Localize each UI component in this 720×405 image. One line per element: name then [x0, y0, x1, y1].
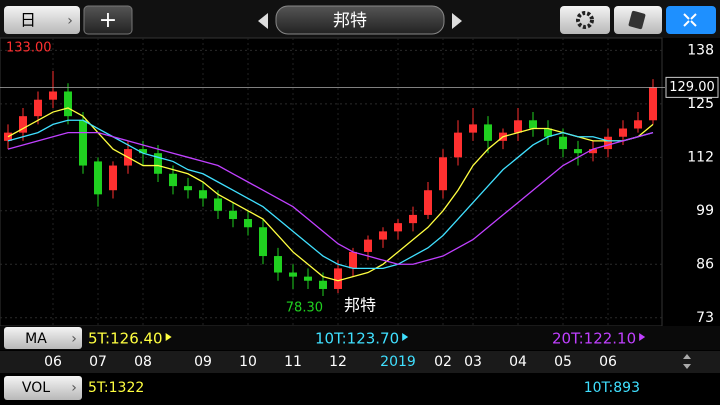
candle-body: [304, 276, 312, 281]
x-tick-label: 08: [134, 354, 152, 370]
candle-body: [544, 128, 552, 137]
chevron: ›: [71, 380, 77, 396]
legend-flag: [639, 333, 646, 341]
candle-body: [454, 132, 462, 158]
x-tick-label: 07: [89, 354, 107, 370]
candle-body: [34, 99, 42, 117]
candle-body: [169, 173, 177, 187]
settings-button[interactable]: [560, 6, 610, 34]
candle-body: [634, 120, 642, 129]
x-tick-label: 12: [329, 354, 347, 370]
stock-selector[interactable]: [275, 5, 445, 35]
candle-body: [619, 128, 627, 137]
candle-body: [19, 116, 27, 133]
ma-line: [7, 107, 654, 282]
rotate-icon: [628, 10, 646, 30]
candle-body: [229, 210, 237, 220]
candle-body: [424, 190, 432, 215]
last-price-tag: [665, 76, 719, 98]
vol-label: VOL: [22, 380, 50, 396]
candle-body: [604, 136, 612, 150]
add-button[interactable]: [83, 5, 133, 35]
legend-flag: [402, 333, 409, 341]
candle-body: [379, 231, 387, 240]
vol-item: 5T:1322: [88, 380, 144, 396]
x-tick-label: 09: [194, 354, 212, 370]
period-button[interactable]: [4, 6, 80, 34]
period-label: 日: [20, 11, 36, 30]
x-tick-label: 06: [599, 354, 617, 370]
candle-body: [244, 219, 252, 228]
candle-body: [184, 186, 192, 191]
x-tick-label: 05: [554, 354, 572, 370]
candle-body: [289, 272, 297, 277]
fullscreen-button[interactable]: [666, 6, 716, 34]
gear-icon: [576, 11, 594, 29]
candle-body: [139, 149, 147, 154]
add-label: +: [99, 8, 117, 33]
candle-body: [649, 87, 657, 121]
candle-body: [79, 120, 87, 166]
candle-body: [559, 136, 567, 150]
legend-entry: 5T:126.40: [88, 330, 163, 348]
candle-body: [199, 190, 207, 199]
chevron: ›: [71, 331, 77, 347]
ma-button[interactable]: [4, 327, 82, 349]
candle-body: [529, 120, 537, 129]
scroll-arrows[interactable]: [683, 354, 691, 369]
vol-button[interactable]: [4, 376, 82, 400]
ma-bar: [0, 326, 720, 350]
fullscreen-icon: [683, 13, 697, 27]
watermark: 邦特: [344, 296, 376, 315]
candle-body: [274, 256, 282, 273]
legend-flag: [165, 333, 172, 341]
x-tick-label: 06: [44, 354, 62, 370]
candle-body: [64, 91, 72, 117]
vol-item: 10T:893: [584, 380, 640, 396]
legend-entry: 20T:122.10: [552, 330, 636, 348]
last-price-label: 129.00: [669, 80, 715, 95]
candle-body: [364, 239, 372, 252]
stock-name: 邦特: [333, 11, 367, 31]
candle-body: [154, 153, 162, 174]
x-tick-label: 11: [284, 354, 302, 370]
candle-body: [484, 124, 492, 141]
month-row: [0, 351, 720, 373]
y-tick-label: 86: [696, 256, 714, 272]
x-tick-label: 03: [464, 354, 482, 370]
candle-body: [49, 91, 57, 100]
candle-body: [319, 280, 327, 289]
candle-body: [334, 268, 342, 289]
chevron: ›: [67, 13, 73, 29]
y-tick-label: 125: [687, 96, 714, 112]
y-tick-label: 99: [696, 203, 714, 219]
candle-body: [349, 251, 357, 269]
y-tick-label: 112: [687, 149, 714, 165]
candle-body: [259, 227, 267, 257]
candle-body: [514, 120, 522, 133]
y-tick-label: 73: [696, 310, 714, 326]
x-tick-label: 02: [434, 354, 452, 370]
candle-body: [589, 149, 597, 154]
candle-body: [409, 214, 417, 224]
candle-body: [214, 198, 222, 211]
low-label: 78.30: [286, 300, 323, 315]
candle-body: [94, 161, 102, 195]
candle-body: [469, 124, 477, 133]
candle-body: [574, 149, 582, 154]
ma-label: MA: [25, 331, 47, 347]
candle-body: [394, 223, 402, 232]
candle-body: [439, 157, 447, 191]
ma-line: [7, 131, 654, 265]
x-tick-label: 2019: [380, 354, 416, 370]
candle-body: [109, 165, 117, 191]
legend-entry: 10T:123.70: [315, 330, 399, 348]
ma-line: [7, 119, 654, 270]
x-tick-label: 04: [509, 354, 527, 370]
high-label: 133.00: [6, 41, 52, 56]
x-tick-label: 10: [239, 354, 257, 370]
y-tick-label: 138: [687, 42, 714, 58]
